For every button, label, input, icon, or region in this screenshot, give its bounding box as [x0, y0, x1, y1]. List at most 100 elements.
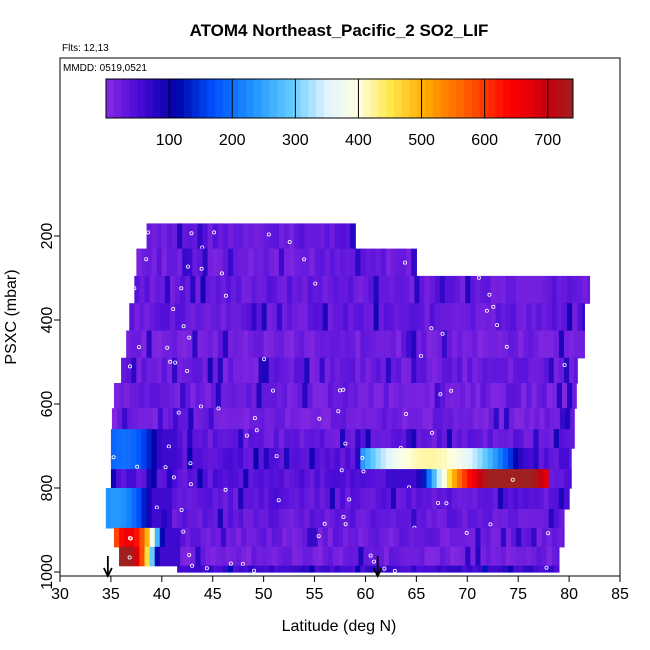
heatmap-cell: [416, 565, 423, 573]
heatmap-cell: [228, 248, 234, 277]
colorbar-segment: [526, 79, 535, 118]
heatmap-cell: [452, 429, 458, 449]
heatmap-cell: [222, 330, 229, 359]
heatmap-cell: [151, 330, 158, 359]
heatmap-cell: [268, 469, 275, 489]
heatmap-cell: [268, 223, 275, 250]
heatmap-cell: [500, 527, 507, 548]
heatmap-cell: [441, 448, 448, 470]
heatmap-cell: [567, 275, 573, 304]
heatmap-cell: [553, 330, 560, 359]
heatmap-cell: [149, 275, 156, 304]
heatmap-cell: [381, 408, 388, 430]
heatmap-cell: [401, 565, 407, 573]
heatmap-cell: [350, 565, 356, 573]
heatmap-cell: [355, 565, 361, 573]
heatmap-cell: [467, 357, 473, 384]
heatmap-cell: [457, 469, 463, 489]
heatmap-cell: [353, 275, 359, 304]
heatmap-cell: [324, 488, 331, 510]
heatmap-cell: [436, 357, 443, 384]
colorbar-segment: [448, 79, 457, 118]
heatmap-cell: [561, 275, 568, 304]
heatmap-cell: [457, 330, 463, 359]
heatmap-cell: [355, 469, 361, 489]
colorbar-segment: [518, 79, 527, 118]
heatmap-cell: [475, 546, 482, 567]
heatmap-cell: [442, 408, 449, 430]
heatmap-cell: [468, 408, 474, 430]
heatmap-cell: [358, 546, 365, 567]
heatmap-cell: [482, 565, 489, 573]
heatmap-cell: [154, 303, 161, 332]
sample-marker: [360, 455, 365, 460]
sample-marker: [127, 536, 132, 541]
heatmap-cell: [309, 248, 316, 277]
heatmap-cell: [492, 448, 499, 470]
heatmap-cell: [251, 546, 258, 567]
heatmap-cell: [263, 429, 270, 449]
heatmap-cell: [434, 383, 441, 409]
heatmap-cell: [373, 303, 380, 332]
heatmap-cell: [465, 303, 471, 332]
heatmap-cell: [375, 248, 382, 277]
heatmap-cell: [253, 509, 260, 529]
heatmap-cell: [144, 383, 151, 409]
heatmap-cell: [541, 383, 548, 409]
sample-marker: [544, 565, 549, 570]
heatmap-cell: [523, 565, 529, 573]
colorbar-tick-label: 200: [219, 132, 246, 149]
heatmap-cell: [271, 275, 278, 304]
heatmap-cell: [254, 408, 261, 430]
heatmap-cell: [197, 223, 204, 250]
heatmap-cell: [475, 383, 482, 409]
heatmap-cell: [518, 469, 524, 489]
heatmap-cell: [131, 509, 137, 529]
heatmap-cell: [166, 357, 173, 384]
heatmap-cell: [131, 469, 137, 489]
heatmap-cell: [302, 383, 309, 409]
heatmap-cell: [495, 383, 502, 409]
sample-marker: [179, 507, 184, 512]
heatmap-cell: [238, 488, 244, 510]
sample-marker: [429, 430, 434, 435]
heatmap-cell: [409, 546, 415, 567]
heatmap-cell: [472, 429, 479, 449]
heatmap-cell: [258, 469, 265, 489]
heatmap-cell: [212, 223, 219, 250]
heatmap-cell: [431, 448, 438, 470]
heatmap-cell: [278, 488, 285, 510]
heatmap-cell: [228, 565, 234, 573]
heatmap-cell: [482, 357, 489, 384]
heatmap-cell: [554, 408, 561, 430]
heatmap-cell: [564, 429, 570, 449]
heatmap-cell: [304, 488, 311, 510]
heatmap-cell: [495, 546, 502, 567]
heatmap-cell: [166, 448, 173, 470]
heatmap-cell: [363, 383, 370, 409]
heatmap-cell: [368, 527, 375, 548]
sample-marker: [287, 239, 292, 244]
colorbar: [105, 78, 574, 119]
heatmap-cell: [134, 303, 141, 332]
heatmap-cell: [314, 330, 321, 359]
sample-marker: [341, 515, 346, 520]
x-tick-label: 55: [306, 586, 324, 603]
heatmap-cell: [200, 275, 207, 304]
heatmap-cell: [239, 408, 245, 430]
heatmap-cell: [360, 488, 367, 510]
colorbar-segment: [253, 79, 263, 118]
heatmap-cell: [315, 408, 322, 430]
heatmap-cell: [446, 488, 453, 510]
heatmap-cell: [548, 469, 555, 489]
heatmap-cell: [302, 275, 309, 304]
heatmap-cell: [460, 527, 466, 548]
heatmap-cell: [182, 565, 188, 573]
heatmap-cell: [460, 275, 466, 304]
heatmap-cell: [299, 448, 305, 470]
heatmap-cell: [322, 303, 329, 332]
heatmap-cell: [172, 509, 178, 529]
heatmap-cell: [343, 275, 349, 304]
heatmap-cell: [289, 509, 295, 529]
heatmap-cell: [105, 509, 112, 529]
